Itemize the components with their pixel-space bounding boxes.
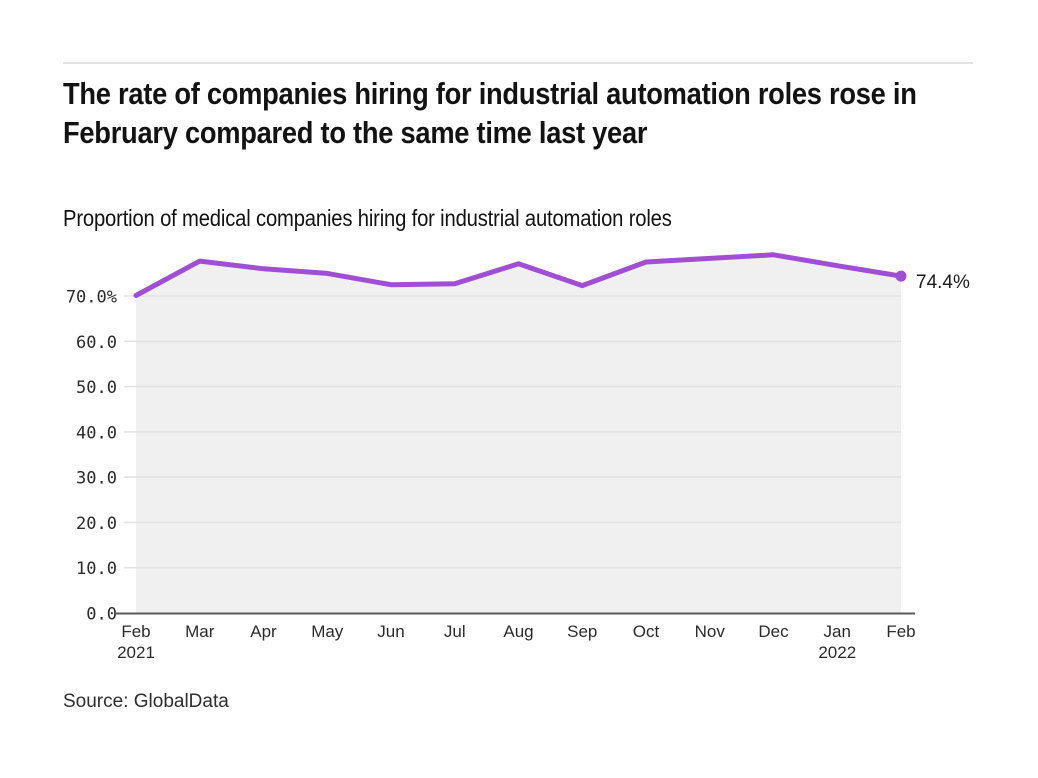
x-axis-label: Oct: [633, 622, 660, 641]
y-axis-label: 70.0%: [66, 288, 117, 308]
x-axis-year-label: 2022: [818, 643, 856, 662]
source-note: Source: GlobalData: [63, 691, 229, 712]
x-axis-label: Aug: [503, 622, 533, 641]
line-series: [133, 252, 904, 298]
end-point-marker: [895, 270, 907, 282]
chart-subtitle: Proportion of medical companies hiring f…: [63, 205, 672, 231]
y-axis-label: 20.0: [76, 514, 117, 534]
x-axis-label: Feb: [121, 622, 150, 641]
x-axis-label: Feb: [886, 622, 915, 641]
x-axis-label: Nov: [695, 622, 726, 641]
x-axis-label: Jan: [824, 622, 851, 641]
x-axis-label: Sep: [567, 622, 597, 641]
x-axis-label: Mar: [185, 622, 215, 641]
y-axis-label: 60.0: [76, 333, 117, 353]
x-axis-label: Apr: [250, 622, 277, 641]
y-axis-label: 50.0: [76, 378, 117, 398]
end-value-label: 74.4%: [916, 272, 970, 293]
x-axis-label: Dec: [758, 622, 789, 641]
y-axis-label: 30.0: [76, 469, 117, 489]
x-axis-label: Jun: [377, 622, 404, 641]
y-axis-label: 40.0: [76, 423, 117, 443]
page-title: The rate of companies hiring for industr…: [63, 76, 917, 150]
y-axis-label: 0.0: [86, 605, 117, 625]
top-divider: [63, 62, 973, 64]
y-axis-label: 10.0: [76, 559, 117, 579]
area-fill: [136, 254, 901, 614]
x-axis-label: Jul: [444, 622, 466, 641]
x-axis-label: May: [311, 622, 344, 641]
x-axis-year-label: 2021: [117, 643, 155, 662]
